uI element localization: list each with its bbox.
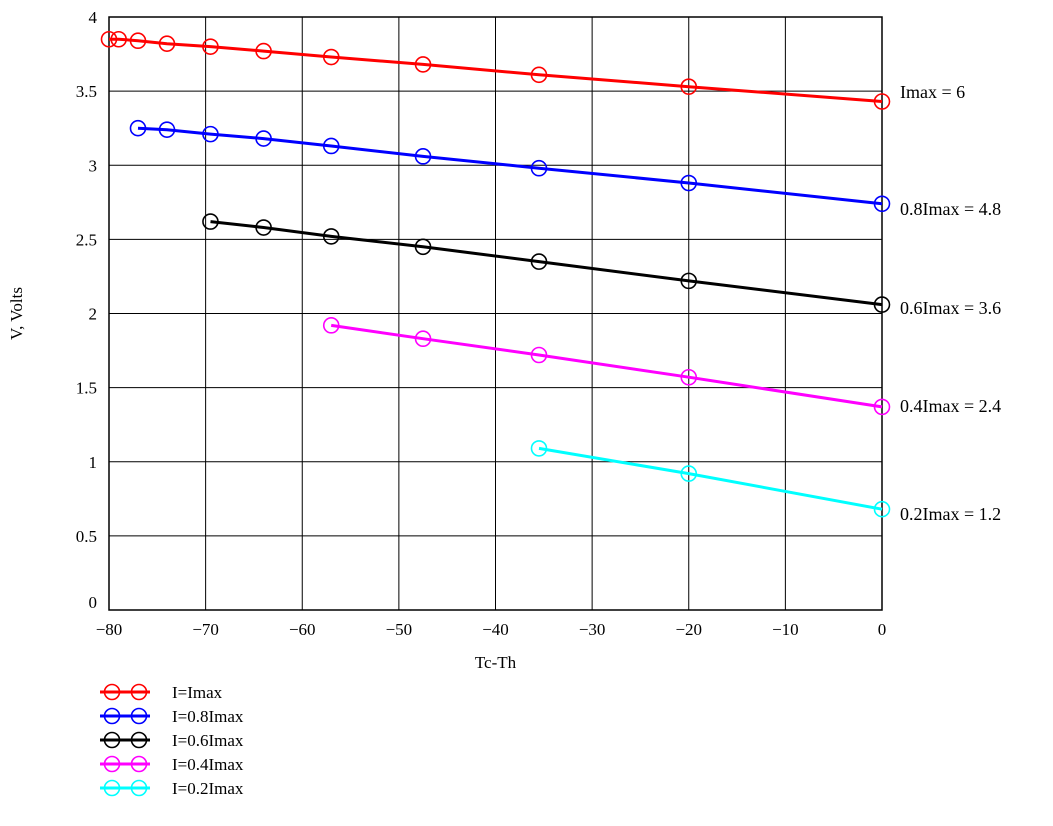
legend-marker: [130, 683, 148, 701]
data-point: [530, 440, 548, 457]
data-point: [680, 174, 698, 192]
legend-marker: [130, 731, 148, 749]
series-3: [202, 213, 891, 313]
series-line: [137, 126, 883, 206]
y-tick-label: 2.5: [76, 230, 97, 249]
data-point: [530, 159, 548, 177]
data-point: [873, 195, 891, 213]
x-axis-label: Tc-Th: [475, 653, 517, 672]
data-point: [414, 238, 432, 256]
data-point: [414, 330, 432, 348]
y-tick-label: 0.5: [76, 527, 97, 546]
data-point: [322, 317, 340, 334]
legend-label: I=0.2Imax: [172, 779, 244, 798]
legend-item: I=0.8Imax: [100, 707, 244, 726]
data-point: [100, 30, 118, 48]
x-tick-label: −70: [192, 620, 219, 639]
data-point: [873, 500, 891, 518]
legend-marker: [130, 755, 148, 773]
data-point: [530, 66, 548, 84]
legend-item: I=0.4Imax: [100, 755, 244, 774]
plot-frame: [108, 16, 883, 611]
y-tick-label: 3.5: [76, 82, 97, 101]
legend-marker: [130, 779, 148, 797]
data-point: [255, 42, 272, 60]
legend-label: I=Imax: [172, 683, 223, 702]
series-line: [210, 220, 883, 307]
data-point: [129, 32, 147, 50]
x-tick-label: −10: [772, 620, 799, 639]
data-point: [202, 38, 219, 55]
data-point: [680, 78, 698, 95]
x-tick-label: −30: [579, 620, 606, 639]
curve-end-label: 0.6Imax = 3.6: [900, 298, 1001, 318]
data-point: [873, 296, 891, 313]
data-point: [202, 213, 219, 230]
curve-end-label: 0.8Imax = 4.8: [900, 199, 1001, 219]
legend-marker: [130, 707, 148, 725]
data-point: [873, 398, 891, 416]
x-tick-label: −60: [289, 620, 316, 639]
legend-marker: [103, 683, 121, 701]
y-tick-label: 0: [89, 593, 98, 612]
data-point: [680, 272, 698, 290]
legend-marker: [103, 731, 121, 749]
data-point: [255, 219, 272, 236]
y-tick-label: 1.5: [76, 379, 97, 398]
x-tick-label: 0: [878, 620, 887, 639]
data-point: [680, 368, 698, 386]
curve-labels: Imax = 6 0.8Imax = 4.8 0.6Imax = 3.6 0.4Ima…: [900, 82, 1001, 524]
series-2: [129, 119, 891, 213]
series-line: [109, 37, 883, 103]
x-tick-label: −80: [96, 620, 123, 639]
data-point: [255, 130, 272, 147]
series-5: [530, 440, 891, 518]
data-point: [873, 93, 891, 110]
x-tick-label: −20: [675, 620, 702, 639]
data-point: [158, 121, 176, 138]
legend-marker: [103, 707, 121, 725]
series-line: [330, 323, 883, 409]
x-tick-label: −40: [482, 620, 509, 639]
grid: [109, 17, 882, 610]
y-tick-label: 1: [89, 453, 98, 472]
data-point: [129, 119, 147, 137]
data-point: [158, 35, 176, 52]
curve-end-label: 0.2Imax = 1.2: [900, 504, 1001, 524]
series-1: [100, 30, 891, 110]
y-tick-label: 4: [89, 8, 98, 27]
legend-label: I=0.4Imax: [172, 755, 244, 774]
data-point: [530, 253, 548, 270]
legend-label: I=0.6Imax: [172, 731, 244, 750]
data-point: [680, 465, 698, 482]
data-point: [414, 56, 432, 73]
legend-item: I=0.2Imax: [100, 779, 244, 798]
data-point: [202, 125, 219, 143]
curve-end-label: Imax = 6: [900, 82, 965, 102]
legend-label: I=0.8Imax: [172, 707, 244, 726]
legend-item: I=Imax: [100, 683, 223, 702]
data-point: [322, 228, 340, 245]
data-point: [322, 48, 340, 66]
y-tick-label: 2: [89, 305, 98, 324]
x-tick-label: −50: [386, 620, 413, 639]
tick-labels: −80 −70 −60 −50 −40 −30 −20 −10 0 0 0.5 1 1.5 2 2.5 3 3.…: [76, 8, 887, 639]
legend-item: I=0.6Imax: [100, 731, 244, 750]
data-point: [322, 137, 340, 155]
y-tick-label: 3: [89, 156, 98, 175]
curve-end-label: 0.4Imax = 2.4: [900, 396, 1001, 416]
y-axis-label: V, Volts: [7, 287, 26, 340]
legend: I=Imax I=0.8Imax I=0.6Imax I=0.4Imax I=0.2Im…: [100, 683, 244, 798]
data-point: [414, 148, 432, 165]
data-point: [530, 346, 548, 364]
series-4: [322, 317, 891, 416]
series-line: [538, 446, 883, 511]
series: [100, 30, 891, 518]
legend-marker: [103, 755, 121, 773]
data-point: [110, 30, 127, 48]
legend-marker: [103, 779, 121, 797]
